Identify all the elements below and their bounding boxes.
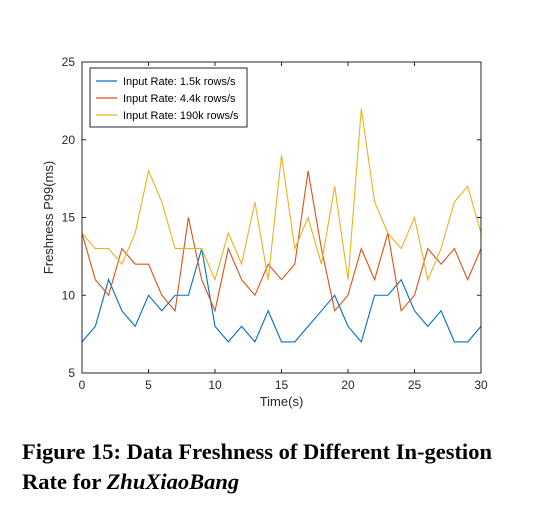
y-tick-label: 20 [62, 133, 76, 147]
figure-caption: Figure 15: Data Freshness of Different I… [22, 437, 527, 497]
x-axis-label: Time(s) [260, 394, 304, 409]
legend-label-3: Input Rate: 190k rows/s [123, 110, 239, 122]
series-layer [81, 108, 482, 344]
series-line-3 [81, 108, 482, 282]
x-tick-label: 30 [474, 378, 488, 392]
legend-label-1: Input Rate: 1.5k rows/s [123, 76, 236, 88]
y-tick-label: 5 [68, 366, 75, 380]
y-tick-label: 15 [62, 211, 76, 225]
legend: Input Rate: 1.5k rows/s Input Rate: 4.4k … [89, 67, 248, 128]
y-tick-label: 10 [62, 288, 76, 302]
x-tick-label: 15 [275, 378, 289, 392]
x-tick-label: 10 [208, 378, 222, 392]
x-tick-label: 20 [341, 378, 355, 392]
x-tick-label: 25 [408, 378, 422, 392]
series-line-2 [81, 170, 482, 313]
caption-system-name: ZhuXiaoBang [106, 469, 240, 494]
x-tick-label: 5 [145, 378, 152, 392]
caption-text: Figure 15: Data Freshness of Different I… [22, 439, 492, 494]
y-axis-label: Freshness P99(ms) [41, 161, 56, 274]
y-tick-label: 25 [62, 55, 76, 69]
x-tick-label: 0 [79, 378, 86, 392]
series-line-1 [81, 248, 482, 344]
legend-label-2: Input Rate: 4.4k rows/s [123, 93, 236, 105]
